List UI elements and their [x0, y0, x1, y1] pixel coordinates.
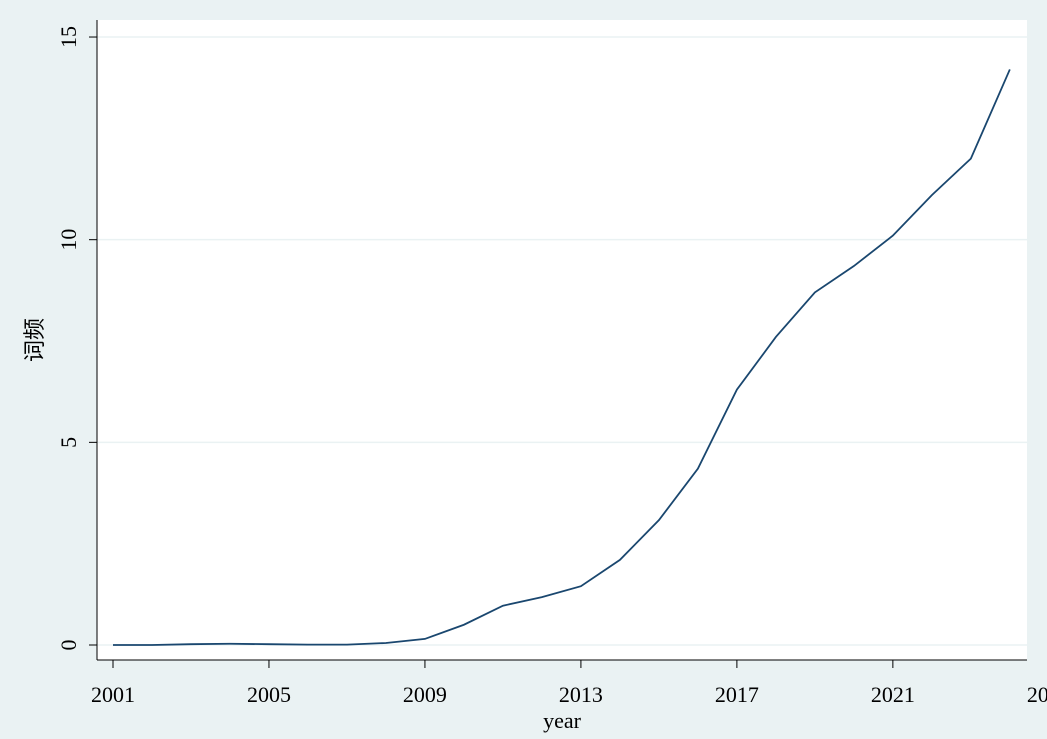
x-tick-label: 2001	[91, 682, 135, 707]
y-tick-label: 0	[56, 640, 81, 651]
x-tick-label: 2009	[403, 682, 447, 707]
x-tick-label: 2013	[559, 682, 603, 707]
line	[112, 69, 1011, 646]
plot-area	[97, 20, 1027, 660]
x-tick-label: 2021	[871, 682, 915, 707]
y-tick-label: 5	[56, 437, 81, 448]
x-tick-label: 2005	[247, 682, 291, 707]
y-tick-label: 15	[56, 26, 81, 48]
y-tick-label: 10	[56, 229, 81, 251]
x-tick-label: 2017	[715, 682, 759, 707]
y-axis-label: 词频	[22, 318, 47, 362]
x-axis-label: year	[543, 708, 582, 733]
x-tick-label: 2025	[1027, 682, 1047, 707]
